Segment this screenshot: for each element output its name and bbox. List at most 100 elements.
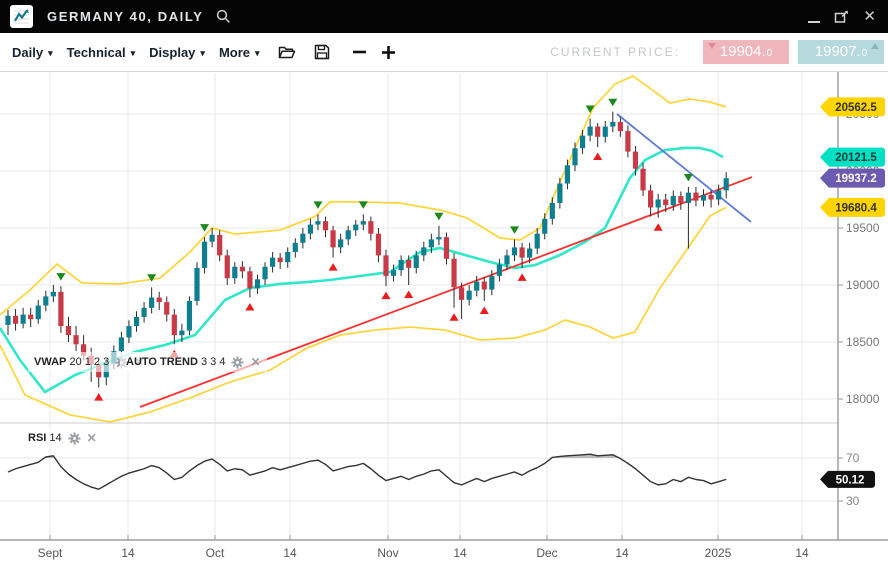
search-icon[interactable] bbox=[216, 9, 231, 24]
rsi-line bbox=[7, 453, 727, 490]
candle-body bbox=[451, 258, 457, 288]
bid-price-badge[interactable]: 19904. 0 bbox=[703, 40, 789, 64]
axis-price-badge bbox=[820, 97, 885, 117]
candle-body bbox=[534, 233, 540, 249]
axis-price-badge-label: 19937.2 bbox=[835, 173, 877, 185]
candle-body bbox=[247, 271, 253, 289]
candle-body bbox=[5, 315, 11, 325]
candle-body bbox=[118, 337, 124, 352]
rsi-axis-label: 30 bbox=[846, 494, 860, 508]
candle-body bbox=[277, 257, 283, 263]
autotrend-close-icon[interactable]: ✕ bbox=[250, 355, 261, 369]
rsi-close-icon[interactable]: ✕ bbox=[86, 431, 97, 445]
bollinger-lower-band-line bbox=[0, 206, 727, 423]
candle-body bbox=[65, 326, 72, 336]
arrow-down-icon bbox=[708, 43, 716, 49]
chevron-down-icon: ▾ bbox=[255, 47, 260, 58]
candle-body bbox=[413, 255, 419, 268]
candle-body bbox=[345, 230, 351, 240]
rsi-value-badge-label: 50.12 bbox=[836, 474, 865, 486]
buy-signal-triangle-icon bbox=[245, 303, 255, 311]
candle-body bbox=[171, 314, 177, 336]
candle-body bbox=[270, 257, 276, 267]
sell-signal-triangle-icon bbox=[608, 98, 618, 107]
candle-body bbox=[141, 307, 147, 317]
candle-body bbox=[572, 148, 578, 166]
popout-button[interactable] bbox=[834, 10, 849, 24]
axis-price-badge-label: 19680.4 bbox=[835, 202, 877, 214]
time-axis-label: Sept bbox=[38, 546, 63, 560]
zoom-in-button[interactable] bbox=[381, 45, 396, 60]
more-menu[interactable]: More ▾ bbox=[218, 44, 260, 60]
candle-body bbox=[436, 237, 442, 240]
axis-price-badge-label: 20562.5 bbox=[835, 102, 877, 114]
candle-body bbox=[481, 281, 487, 290]
buy-signal-triangle-icon bbox=[381, 291, 391, 300]
price-axis-label: 19000 bbox=[846, 278, 880, 292]
window-controls: ✕ bbox=[808, 9, 876, 24]
buy-signal-triangle-icon bbox=[449, 313, 459, 321]
candle-body bbox=[443, 237, 450, 259]
buy-signal-triangle-icon bbox=[593, 152, 603, 161]
candle-body bbox=[315, 221, 321, 225]
candle-body bbox=[390, 270, 397, 276]
save-icon[interactable] bbox=[314, 44, 330, 60]
sell-signal-triangle-icon bbox=[56, 273, 66, 281]
candle-body bbox=[43, 296, 49, 306]
candle-body bbox=[186, 300, 193, 331]
candle-body bbox=[209, 234, 215, 242]
candle-body bbox=[663, 199, 669, 206]
candle-body bbox=[224, 255, 230, 279]
candle-body bbox=[285, 251, 291, 263]
candle-body bbox=[610, 121, 616, 127]
candle-body bbox=[126, 326, 132, 338]
buy-signal-triangle-icon bbox=[517, 273, 527, 281]
candle-body bbox=[625, 131, 631, 152]
rsi-overbought-fill bbox=[551, 454, 620, 458]
candle-body bbox=[35, 305, 41, 320]
display-menu[interactable]: Display ▾ bbox=[149, 44, 205, 60]
candle-body bbox=[232, 266, 238, 279]
ask-price-badge[interactable]: 19907. 0 bbox=[798, 40, 884, 64]
price-chart[interactable]: 1800018500190001950020000205007030Sept14… bbox=[0, 72, 888, 566]
current-price-label: CURRENT PRICE: bbox=[550, 45, 680, 59]
candle-body bbox=[496, 264, 502, 276]
time-axis-label: Dec bbox=[536, 546, 557, 560]
candle-body bbox=[58, 291, 64, 327]
candle-body bbox=[149, 297, 155, 308]
buy-signal-triangle-icon bbox=[479, 306, 489, 314]
candle-body bbox=[466, 290, 472, 300]
time-axis-label: 14 bbox=[453, 546, 467, 560]
candle-body bbox=[398, 259, 404, 271]
candle-body bbox=[678, 196, 684, 203]
candle-body bbox=[164, 302, 170, 315]
rsi-settings-gear-icon[interactable] bbox=[68, 432, 81, 445]
technical-menu[interactable]: Technical ▾ bbox=[66, 44, 136, 60]
candle-body bbox=[617, 121, 623, 132]
zoom-out-button[interactable] bbox=[352, 45, 367, 59]
autotrend-indicator-chip: AUTO TREND 3 3 4 ✕ bbox=[120, 352, 267, 372]
candle-body bbox=[564, 165, 571, 184]
candle-body bbox=[685, 192, 691, 203]
candle-body bbox=[133, 316, 140, 327]
buy-signal-triangle-icon bbox=[94, 393, 104, 401]
candle-body bbox=[579, 135, 586, 149]
candle-body bbox=[519, 247, 525, 258]
price-axis-label: 18000 bbox=[846, 392, 880, 406]
minimize-button[interactable] bbox=[808, 11, 821, 23]
chart-title: GERMANY 40, DAILY bbox=[47, 9, 204, 24]
candle-body bbox=[557, 183, 563, 203]
open-folder-icon[interactable] bbox=[278, 45, 296, 60]
buy-signal-triangle-icon bbox=[404, 290, 414, 298]
timeframe-menu[interactable]: Daily ▾ bbox=[12, 44, 53, 60]
close-button[interactable]: ✕ bbox=[863, 8, 876, 25]
candle-body bbox=[292, 242, 298, 252]
autotrend-settings-gear-icon[interactable] bbox=[231, 356, 244, 369]
candle-body bbox=[81, 344, 87, 356]
candle-body bbox=[330, 230, 336, 248]
toolbar: Daily ▾ Technical ▾ Display ▾ More ▾ bbox=[0, 33, 888, 72]
chart-area: 1800018500190001950020000205007030Sept14… bbox=[0, 72, 888, 566]
time-axis-label: 14 bbox=[283, 546, 297, 560]
time-axis-label: 14 bbox=[615, 546, 629, 560]
candle-body bbox=[542, 218, 548, 234]
